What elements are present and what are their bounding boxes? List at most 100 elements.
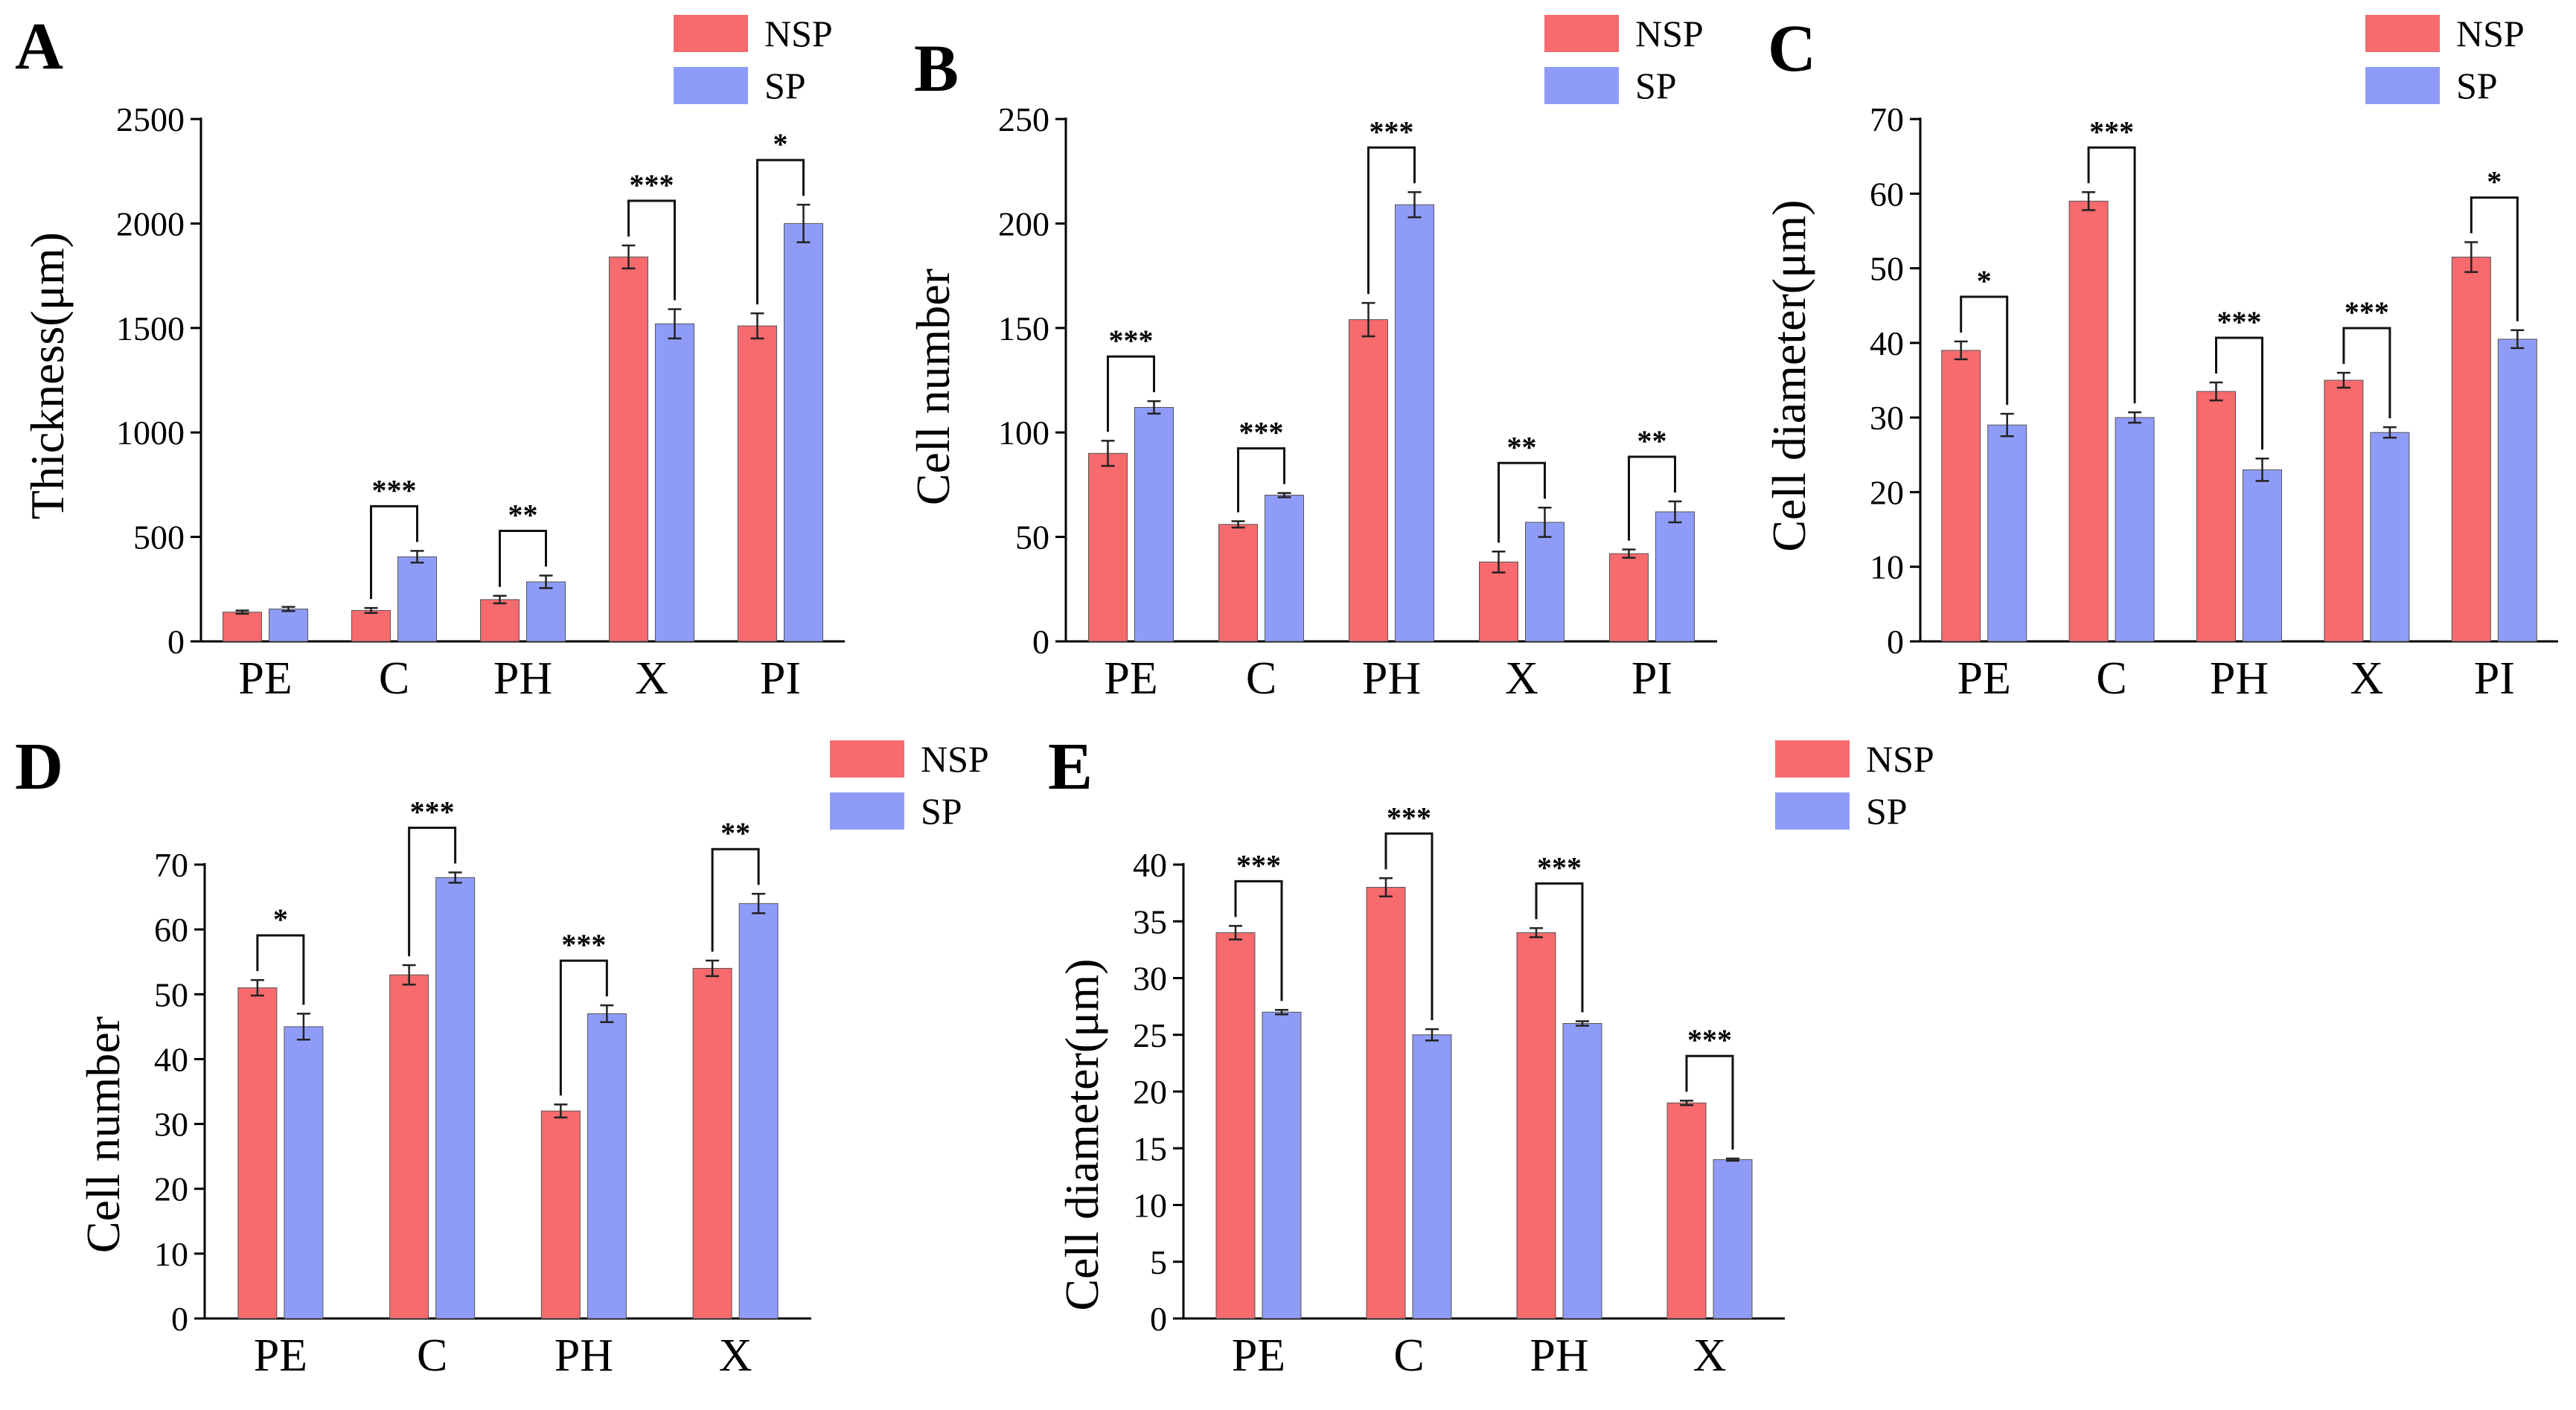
panel-c-category-label: PE [1957, 653, 2011, 704]
panel-e-y-tick-label: 15 [1133, 1129, 1167, 1167]
panel-b-bar-sp [1265, 494, 1304, 642]
panel-a-bar-nsp [223, 612, 262, 642]
panel-a-error-bar-nsp [493, 595, 507, 605]
panel-b-bar-nsp [1218, 524, 1258, 642]
panel-d-error-bar-sp [296, 1013, 310, 1041]
panel-b-y-tick-label: 150 [998, 310, 1049, 347]
panel-c-significance-label: *** [2217, 305, 2262, 339]
legend-label-nsp: NSP [2456, 13, 2525, 54]
panel-e-category-label: X [1693, 1330, 1727, 1381]
panel-e-letter: E [1048, 730, 1093, 804]
panel-c-y-tick-label: 40 [1870, 324, 1904, 362]
panel-b-bar-sp [1395, 204, 1434, 642]
panel-b-error-bar-nsp [1361, 301, 1375, 338]
panel-a-error-bar-sp [796, 203, 811, 243]
panel-c-bar-sp [2370, 432, 2410, 642]
panel-d-error-bar-sp [600, 1004, 614, 1024]
panel-a-y-axis-title: Thickness(μm) [21, 232, 74, 519]
panel-d-legend: NSP SP [830, 738, 989, 832]
panel-a-error-bar-sp [539, 574, 553, 589]
panel-a-error-bar-nsp [750, 312, 764, 340]
panel-d-category-label: X [719, 1330, 752, 1381]
panel-a-bar-sp [655, 323, 694, 642]
panel-b-category-label: PI [1631, 653, 1672, 704]
panel-e-error-bar-nsp [1530, 927, 1543, 938]
panel-d-error-bar-nsp [706, 959, 720, 978]
panel-b-significance-label: ** [1637, 424, 1667, 458]
panel-b-significance-bracket [1367, 146, 1416, 295]
panel-a-significance-label: * [773, 127, 788, 161]
panel-e-y-tick-label: 40 [1133, 846, 1167, 884]
legend-swatch-nsp [674, 15, 748, 52]
panel-c-error-bar-sp [2255, 458, 2269, 482]
panel-d-error-bar-sp [752, 892, 766, 914]
panel-c-error-bar-sp [2382, 426, 2397, 439]
panel-c-bar-sp [2243, 469, 2282, 642]
panel-e-significance-bracket [1234, 879, 1283, 1002]
legend-label-sp: SP [1635, 65, 1677, 106]
panel-e-error-bar-nsp [1680, 1099, 1693, 1106]
panel-c-error-bar-sp [2000, 412, 2014, 438]
legend-swatch-nsp [2365, 15, 2440, 52]
panel-c-bar-nsp [2451, 257, 2491, 642]
panel-c-category-label: PI [2474, 653, 2515, 704]
panel-d-significance-label: ** [720, 816, 750, 850]
panel-b-category-label: PE [1104, 653, 1157, 704]
panel-c-error-bar-sp [2511, 329, 2525, 350]
panel-d-error-bar-nsp [554, 1103, 568, 1119]
panel-e-bar-sp [1412, 1034, 1452, 1319]
panel-b-error-bar-nsp [1492, 551, 1506, 574]
panel-e-y-axis-title: Cell diameter(μm) [1055, 958, 1108, 1310]
panel-a-bar-nsp [351, 609, 391, 642]
legend-swatch-sp [1544, 67, 1619, 104]
panel-d-bar-sp [738, 903, 779, 1319]
panel-b-significance-bracket [1237, 447, 1285, 513]
panel-d-category-label: PH [554, 1330, 613, 1381]
panel-b-bar-sp [1655, 511, 1695, 642]
panel-c-significance-label: * [2487, 164, 2502, 198]
panel-c-y-tick-label: 70 [1870, 100, 1904, 138]
legend-label-sp: SP [764, 65, 806, 106]
legend-label-nsp: NSP [1866, 738, 1934, 780]
panel-c-y-axis-title: Cell diameter(μm) [1762, 199, 1815, 551]
panel-b-significance-bracket [1107, 355, 1155, 432]
panel-e-significance-bracket [1535, 882, 1584, 1013]
panel-d-error-bar-nsp [402, 964, 416, 986]
panel-c-error-bar-sp [2128, 411, 2142, 424]
panel-e-bar-nsp [1366, 887, 1406, 1319]
panel-e-y-tick-label: 25 [1133, 1016, 1167, 1054]
panel-b-category-label: C [1246, 653, 1276, 704]
panel-e-bar-sp [1713, 1159, 1753, 1319]
panel-b-legend: NSP SP [1544, 13, 1704, 106]
panel-a-bar-nsp [738, 325, 777, 642]
panel-b-error-bar-sp [1147, 400, 1161, 415]
panel-b-error-bar-sp [1407, 191, 1422, 219]
panel-b-bar-nsp [1479, 561, 1518, 642]
panel-a: A05001000150020002500Thickness(μm)PE***C… [15, 10, 845, 704]
panel-a-error-bar-nsp [235, 609, 249, 615]
panel-d-significance-bracket [408, 826, 457, 957]
panel-c-significance-label: *** [2345, 295, 2389, 329]
panel-c-bar-sp [1987, 424, 2027, 642]
panel-b-significance-label: *** [1109, 324, 1154, 357]
panel-a-y-tick-label: 1000 [116, 414, 185, 452]
legend-label-nsp: NSP [1635, 13, 1704, 54]
panel-a-bar-sp [526, 581, 566, 642]
panel-d-category-label: PE [254, 1330, 307, 1381]
panel-c-significance-bracket [1960, 295, 2009, 406]
panel-c-significance-bracket [2215, 336, 2263, 450]
panel-b-bar-nsp [1609, 553, 1649, 642]
panel-c-error-bar-nsp [2209, 381, 2223, 402]
panel-a-significance-label: ** [508, 499, 538, 532]
panel-c-category-label: C [2096, 653, 2126, 704]
panel-e-bar-sp [1262, 1011, 1302, 1319]
panel-d-y-tick-label: 0 [171, 1300, 188, 1338]
panel-e-significance-label: *** [1387, 801, 1431, 834]
legend-swatch-nsp [1544, 15, 1619, 52]
panel-a-bar-nsp [480, 599, 520, 642]
legend-swatch-sp [2365, 67, 2440, 104]
panel-a-letter: A [15, 10, 63, 83]
legend-label-nsp: NSP [921, 738, 989, 780]
panel-e-significance-bracket [1384, 832, 1434, 1021]
